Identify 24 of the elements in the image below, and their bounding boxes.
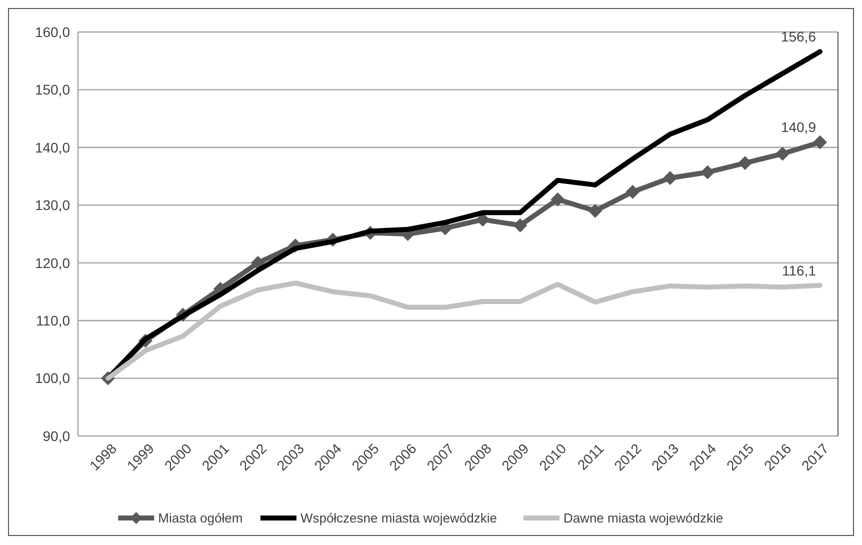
y-tick-label: 140,0 (34, 139, 70, 156)
point (626, 184, 640, 199)
y-tick-label: 160,0 (34, 24, 70, 40)
y-tick-label: 120,0 (34, 254, 70, 271)
legend-label: Współczesne miasta wojewódzkie (300, 510, 497, 526)
y-tick-label: 100,0 (34, 370, 70, 386)
point (776, 146, 790, 161)
point (513, 218, 528, 232)
point (663, 171, 678, 186)
y-tick-label: 110,0 (36, 312, 70, 328)
point (588, 204, 602, 218)
point (738, 156, 752, 170)
point (700, 165, 715, 180)
legend-label: Miasta ogółem (158, 510, 243, 526)
y-tick-label: 130,0 (34, 197, 70, 214)
point (250, 256, 265, 270)
y-tick-label: 150,0 (34, 82, 70, 98)
legend-label: Dawne miasta wojewódzkie (563, 510, 724, 526)
point (813, 135, 827, 150)
y-tick-label: 90,0 (42, 428, 70, 444)
data-label: 140,9 (780, 119, 816, 136)
point (550, 192, 565, 206)
data-label: 156,6 (780, 28, 816, 45)
data-label: 116,1 (782, 262, 816, 278)
